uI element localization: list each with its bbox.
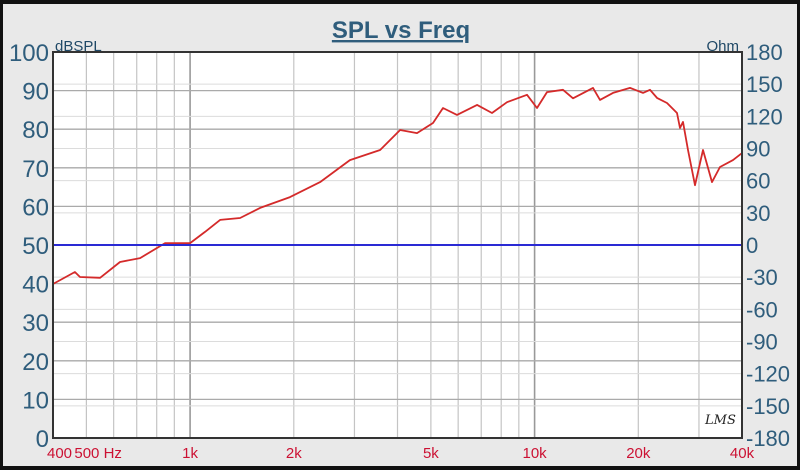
y2-tick-label: -150 bbox=[746, 394, 790, 419]
y-tick-label: 70 bbox=[22, 156, 49, 183]
y-tick-label: 20 bbox=[22, 349, 49, 376]
tick-labels: 0 10 20 30 40 50 60 70 80 90 100 180 150 120 90 60 30 0 -3… bbox=[9, 40, 790, 462]
y2-tick-label: 90 bbox=[746, 137, 770, 162]
y2-tick-label: 180 bbox=[746, 40, 783, 65]
y2-tick-label: -180 bbox=[746, 426, 790, 451]
y2-tick-label: 120 bbox=[746, 104, 783, 129]
y-tick-label: 0 bbox=[36, 426, 49, 453]
y-tick-label: 80 bbox=[22, 117, 49, 144]
y-tick-label: 60 bbox=[22, 194, 49, 221]
chart-window: SPL vs Freq dBSPL Ohm 0 10 20 30 40 50 60 70 80 9… bbox=[3, 4, 797, 466]
lms-logo: LMS bbox=[704, 413, 736, 428]
chart-title: SPL vs Freq bbox=[332, 17, 470, 44]
y2-tick-label: 30 bbox=[746, 201, 770, 226]
x-tick-label: 1k bbox=[182, 445, 198, 462]
y2-tick-label: 60 bbox=[746, 169, 770, 194]
x-tick-label: 40k bbox=[730, 445, 755, 462]
y-axis-label: dBSPL bbox=[55, 38, 102, 55]
y2-tick-label: 150 bbox=[746, 72, 783, 97]
spl-chart: SPL vs Freq dBSPL Ohm 0 10 20 30 40 50 60 70 80 9… bbox=[9, 17, 790, 462]
x-tick-label: 10k bbox=[522, 445, 547, 462]
x-tick-label: 2k bbox=[286, 445, 302, 462]
y2-tick-label: -90 bbox=[746, 330, 778, 355]
series-group bbox=[52, 87, 743, 285]
y2-tick-label: 0 bbox=[746, 233, 758, 258]
y-tick-label: 50 bbox=[22, 233, 49, 260]
x-tick-label: 400 bbox=[47, 445, 72, 462]
x-tick-label: 20k bbox=[626, 445, 651, 462]
y-tick-label: 30 bbox=[22, 310, 49, 337]
y2-tick-label: -30 bbox=[746, 265, 778, 290]
y-tick-label: 10 bbox=[22, 387, 49, 414]
series-spl-line bbox=[52, 87, 743, 285]
x-tick-label: 5k bbox=[423, 445, 439, 462]
y-tick-label: 40 bbox=[22, 272, 49, 299]
y-tick-label: 90 bbox=[22, 79, 49, 106]
y2-tick-label: -60 bbox=[746, 297, 778, 322]
y-tick-label: 100 bbox=[9, 40, 49, 67]
y2-tick-label: -120 bbox=[746, 362, 790, 387]
plot-border bbox=[52, 51, 743, 439]
x-tick-label: 500 Hz bbox=[74, 445, 122, 462]
y2-axis-label: Ohm bbox=[706, 38, 739, 55]
